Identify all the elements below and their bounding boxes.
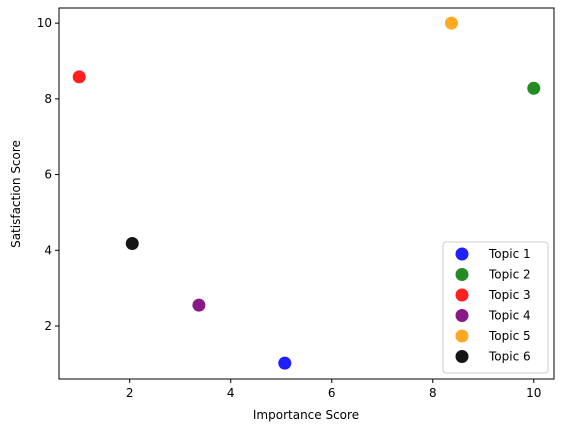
legend-label: Topic 3 (488, 288, 531, 302)
data-point (125, 236, 139, 250)
data-point (527, 81, 541, 95)
x-axis-ticks: 2 4 6 8 10 (126, 379, 541, 400)
legend-label: Topic 2 (488, 268, 531, 282)
legend-label: Topic 5 (488, 329, 531, 343)
y-tick-label: 10 (37, 16, 52, 30)
data-point (278, 356, 292, 370)
legend-box (442, 241, 549, 374)
x-tick-label: 8 (429, 386, 437, 400)
legend-label: Topic 1 (488, 247, 531, 261)
legend: Topic 1 Topic 2 Topic 3 Topic 4 Topic 5 Topic… (442, 241, 549, 374)
legend-marker (455, 268, 469, 281)
data-points (72, 16, 541, 370)
plot-frame (58, 7, 555, 380)
x-tick-label: 6 (328, 386, 336, 400)
y-tick-label: 4 (44, 243, 52, 257)
y-axis-ticks: 2 4 6 8 10 (37, 16, 59, 333)
y-tick-label: 2 (44, 319, 52, 333)
data-point (444, 16, 458, 30)
x-tick-label: 10 (526, 386, 541, 400)
legend-marker (455, 288, 469, 302)
legend-marker (455, 247, 469, 261)
data-point (192, 298, 206, 312)
x-tick-label: 2 (126, 386, 134, 400)
data-point (72, 70, 86, 84)
x-tick-label: 4 (227, 386, 235, 400)
legend-marker (455, 329, 469, 343)
legend-label: Topic 6 (488, 350, 531, 364)
x-axis-label: Importance Score (253, 408, 359, 422)
y-tick-label: 8 (44, 92, 52, 106)
legend-label: Topic 4 (488, 309, 531, 323)
legend-marker (455, 350, 469, 363)
legend-marker (455, 309, 469, 322)
y-tick-label: 6 (44, 168, 52, 182)
y-axis-label: Satisfaction Score (9, 140, 23, 248)
